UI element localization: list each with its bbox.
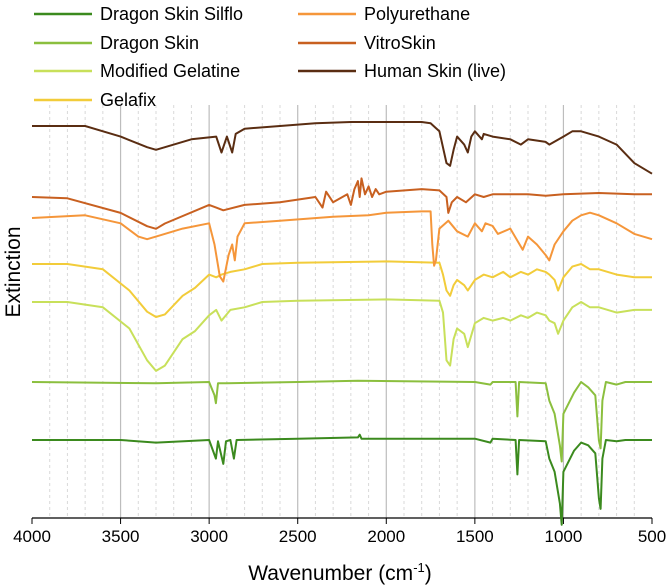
x-axis-title-superscript: -1 <box>413 560 425 575</box>
series-line-7 <box>32 121 653 175</box>
legend-label: Gelafix <box>100 90 156 110</box>
x-tick-label: 1000 <box>545 527 583 546</box>
legend-label: Dragon Skin Silflo <box>100 4 243 24</box>
x-axis-title-close: ) <box>425 562 432 585</box>
legend-label: VitroSkin <box>364 33 436 53</box>
x-tick-label: 4000 <box>13 527 51 546</box>
legend: Dragon Skin Silflo Dragon Skin Modified Ge… <box>34 4 506 110</box>
legend-label: Modified Gelatine <box>100 61 240 81</box>
x-tick-label: 3000 <box>190 527 228 546</box>
legend-label: Human Skin (live) <box>364 61 506 81</box>
series-line-1 <box>32 433 652 526</box>
x-tick-label: 2000 <box>367 527 405 546</box>
minor-gridlines <box>49 105 635 518</box>
major-gridlines <box>119 105 565 518</box>
series-line-2 <box>31 379 652 463</box>
x-tick-label: 3500 <box>102 527 140 546</box>
series-line-4 <box>32 260 652 318</box>
x-tick-labels: 4000 3500 3000 2500 2000 1500 1000 500 <box>13 527 666 546</box>
series-line-3 <box>32 298 652 372</box>
legend-label: Dragon Skin <box>100 33 199 53</box>
x-tick-marks <box>31 518 653 524</box>
legend-label: Polyurethane <box>364 4 470 24</box>
series-lines <box>31 121 653 526</box>
series-line-6 <box>31 177 652 230</box>
series-line-5 <box>31 210 653 283</box>
y-axis-title: Extinction <box>2 226 25 317</box>
x-tick-label: 2500 <box>279 527 317 546</box>
x-axis-title: Wavenumber (cm-1) <box>248 560 432 585</box>
x-tick-label: 1500 <box>456 527 494 546</box>
x-tick-label: 500 <box>638 527 666 546</box>
